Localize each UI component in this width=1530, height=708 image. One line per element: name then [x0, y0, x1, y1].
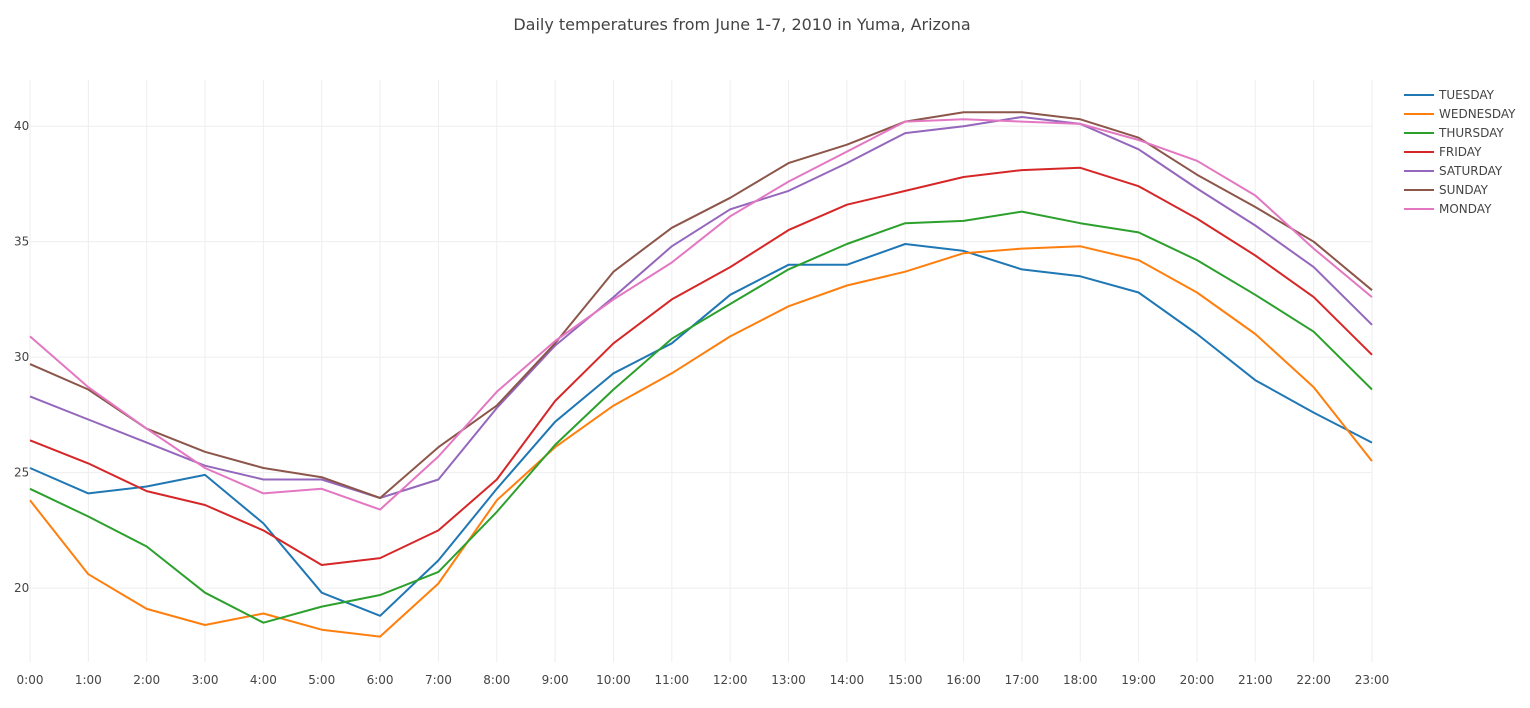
- y-tick-label: 30: [14, 350, 29, 364]
- series-line-thursday[interactable]: [29, 210, 1373, 624]
- x-tick-label: 14:00: [830, 673, 865, 687]
- y-tick-label: 20: [14, 581, 29, 595]
- legend-item-friday[interactable]: FRIDAY: [1404, 145, 1482, 159]
- x-tick-label: 22:00: [1296, 673, 1331, 687]
- x-tick-label: 12:00: [713, 673, 748, 687]
- x-tick-label: 23:00: [1355, 673, 1390, 687]
- y-axis: 20 25 30 35 40: [14, 119, 29, 595]
- series-line-saturday[interactable]: [29, 116, 1373, 499]
- x-tick-label: 4:00: [250, 673, 277, 687]
- legend-item-wednesday[interactable]: WEDNESDAY: [1404, 107, 1516, 121]
- x-tick-label: 1:00: [75, 673, 102, 687]
- x-tick-label: 10:00: [596, 673, 631, 687]
- legend-label: WEDNESDAY: [1439, 107, 1516, 121]
- x-tick-label: 17:00: [1005, 673, 1040, 687]
- legend-label: TUESDAY: [1438, 88, 1495, 102]
- series-line-wednesday[interactable]: [29, 245, 1373, 638]
- series-line-friday[interactable]: [29, 166, 1373, 566]
- legend-label: SUNDAY: [1439, 183, 1489, 197]
- x-tick-label: 9:00: [542, 673, 569, 687]
- series-line-monday[interactable]: [29, 118, 1373, 511]
- x-tick-label: 0:00: [17, 673, 44, 687]
- legend-item-sunday[interactable]: SUNDAY: [1404, 183, 1489, 197]
- y-tick-label: 35: [14, 235, 29, 249]
- x-tick-label: 11:00: [655, 673, 690, 687]
- legend-label: FRIDAY: [1439, 145, 1482, 159]
- x-tick-label: 13:00: [771, 673, 806, 687]
- series-line-tuesday[interactable]: [29, 243, 1373, 617]
- legend-label: SATURDAY: [1439, 164, 1503, 178]
- x-tick-label: 15:00: [888, 673, 923, 687]
- x-tick-label: 2:00: [133, 673, 160, 687]
- legend-label: MONDAY: [1439, 202, 1492, 216]
- x-tick-label: 20:00: [1180, 673, 1215, 687]
- x-tick-label: 19:00: [1121, 673, 1156, 687]
- legend-label: THURSDAY: [1438, 126, 1504, 140]
- grid-layer: [29, 80, 1373, 662]
- x-tick-label: 18:00: [1063, 673, 1098, 687]
- x-tick-label: 5:00: [308, 673, 335, 687]
- series-layer: [29, 111, 1373, 638]
- x-tick-label: 6:00: [367, 673, 394, 687]
- x-tick-label: 3:00: [192, 673, 219, 687]
- x-tick-label: 8:00: [483, 673, 510, 687]
- legend-item-saturday[interactable]: SATURDAY: [1404, 164, 1503, 178]
- x-tick-label: 16:00: [946, 673, 981, 687]
- x-tick-label: 7:00: [425, 673, 452, 687]
- legend-item-monday[interactable]: MONDAY: [1404, 202, 1492, 216]
- x-tick-label: 21:00: [1238, 673, 1273, 687]
- y-tick-label: 40: [14, 119, 29, 133]
- chart-title: Daily temperatures from June 1-7, 2010 i…: [513, 15, 970, 34]
- legend-item-tuesday[interactable]: TUESDAY: [1404, 88, 1495, 102]
- y-tick-label: 25: [14, 466, 29, 480]
- x-axis: 0:00 1:00 2:00 3:00 4:00 5:00 6:00 7:00 8:00 9:00…: [17, 673, 1390, 687]
- legend: TUESDAY WEDNESDAY THURSDAY FRIDAY SATURDAY SU…: [1404, 88, 1516, 216]
- legend-item-thursday[interactable]: THURSDAY: [1404, 126, 1504, 140]
